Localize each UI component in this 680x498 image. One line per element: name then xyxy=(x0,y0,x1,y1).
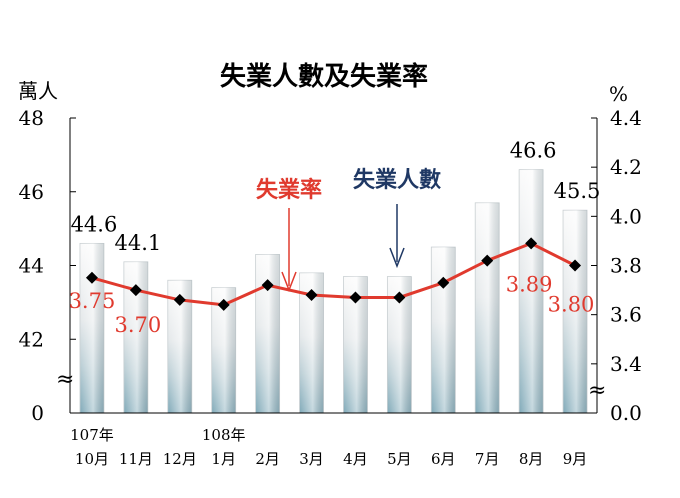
bar-highlight xyxy=(255,254,280,413)
bar xyxy=(255,254,281,414)
bar-highlight xyxy=(519,169,544,413)
rate-annotation: 失業率 xyxy=(256,177,322,203)
bar-value-labels: 44.644.1 46.6 45.5 xyxy=(71,139,601,255)
left-axis-break: ≈ xyxy=(56,367,74,392)
rate-value-labels: 3.753.70 3.893.80 xyxy=(69,272,595,337)
left-tick-label: 48 xyxy=(19,106,44,130)
rate-marker xyxy=(437,276,450,289)
right-tick-label: 3.8 xyxy=(610,254,642,278)
rate-marker xyxy=(217,298,230,311)
right-tick-label: 3.6 xyxy=(610,303,642,327)
x-tick-label: 10月 xyxy=(75,450,109,468)
year-label: 108年 xyxy=(202,426,246,444)
bar xyxy=(430,246,456,414)
rate-marker xyxy=(393,291,406,304)
rate-value-label: 3.80 xyxy=(548,293,595,317)
bar xyxy=(562,209,588,414)
right-tick-label: 0.0 xyxy=(610,401,642,425)
x-tick-label: 1月 xyxy=(211,450,236,468)
rate-marker xyxy=(85,271,98,284)
rate-marker xyxy=(481,254,494,267)
bar-value-label: 45.5 xyxy=(554,179,601,203)
x-tick-label: 5月 xyxy=(387,450,412,468)
left-axis-unit: 萬人 xyxy=(18,79,58,103)
rate-value-label: 3.89 xyxy=(506,272,553,296)
bar-value-label: 44.6 xyxy=(71,212,118,236)
rate-line xyxy=(91,241,576,307)
x-axis-labels: 10月 11月 12月 1月 2月 3月 4月 5月 6月 7月 8月 9月 xyxy=(75,450,587,468)
rate-marker xyxy=(173,293,186,306)
bar-value-label: 46.6 xyxy=(510,139,557,163)
year-labels: 107年 108年 xyxy=(70,426,245,444)
bar-value-label: 44.1 xyxy=(114,231,161,255)
right-axis-unit: % xyxy=(609,82,628,106)
x-tick-label: 3月 xyxy=(299,450,324,468)
rate-value-label: 3.70 xyxy=(114,313,161,337)
x-tick-label: 12月 xyxy=(163,450,197,468)
left-tick-label: 44 xyxy=(19,254,44,278)
left-axis-ticks: 48 46 44 42 0 xyxy=(19,106,76,425)
bar-highlight xyxy=(563,210,588,413)
rate-marker xyxy=(349,291,362,304)
count-annotation: 失業人數 xyxy=(353,168,441,193)
rate-marker xyxy=(129,284,142,297)
bar-highlight xyxy=(475,202,500,413)
x-tick-label: 6月 xyxy=(431,450,456,468)
x-tick-label: 2月 xyxy=(255,450,280,468)
rate-value-label: 3.75 xyxy=(69,289,116,313)
rate-marker xyxy=(569,259,582,272)
bar xyxy=(518,169,544,414)
x-tick-label: 8月 xyxy=(519,450,544,468)
year-label: 107年 xyxy=(70,426,114,444)
left-tick-label: 46 xyxy=(19,180,44,204)
rate-markers xyxy=(85,237,582,311)
right-axis-ticks: 4.4 4.2 4.0 3.8 3.6 3.4 0.0 xyxy=(591,106,642,425)
x-tick-label: 7月 xyxy=(475,450,500,468)
left-tick-label: 42 xyxy=(19,327,44,351)
right-tick-label: 4.4 xyxy=(610,106,642,130)
bar xyxy=(79,242,105,414)
x-tick-label: 11月 xyxy=(119,450,153,468)
right-tick-label: 4.2 xyxy=(610,155,642,179)
bar xyxy=(474,202,500,414)
right-tick-label: 4.0 xyxy=(610,204,642,228)
rate-marker xyxy=(261,279,274,292)
x-tick-label: 4月 xyxy=(343,450,368,468)
chart-title: 失業人數及失業率 xyxy=(220,61,428,92)
left-tick-label: 0 xyxy=(31,401,44,425)
right-tick-label: 3.4 xyxy=(610,352,642,376)
rate-marker xyxy=(305,289,318,301)
bar-highlight xyxy=(79,243,104,413)
count-arrow-head xyxy=(389,247,405,269)
x-tick-label: 9月 xyxy=(563,450,588,468)
rate-arrow-head xyxy=(281,271,297,293)
rate-marker xyxy=(525,237,538,250)
bar-highlight xyxy=(431,247,456,413)
right-axis-break: ≈ xyxy=(588,378,606,403)
